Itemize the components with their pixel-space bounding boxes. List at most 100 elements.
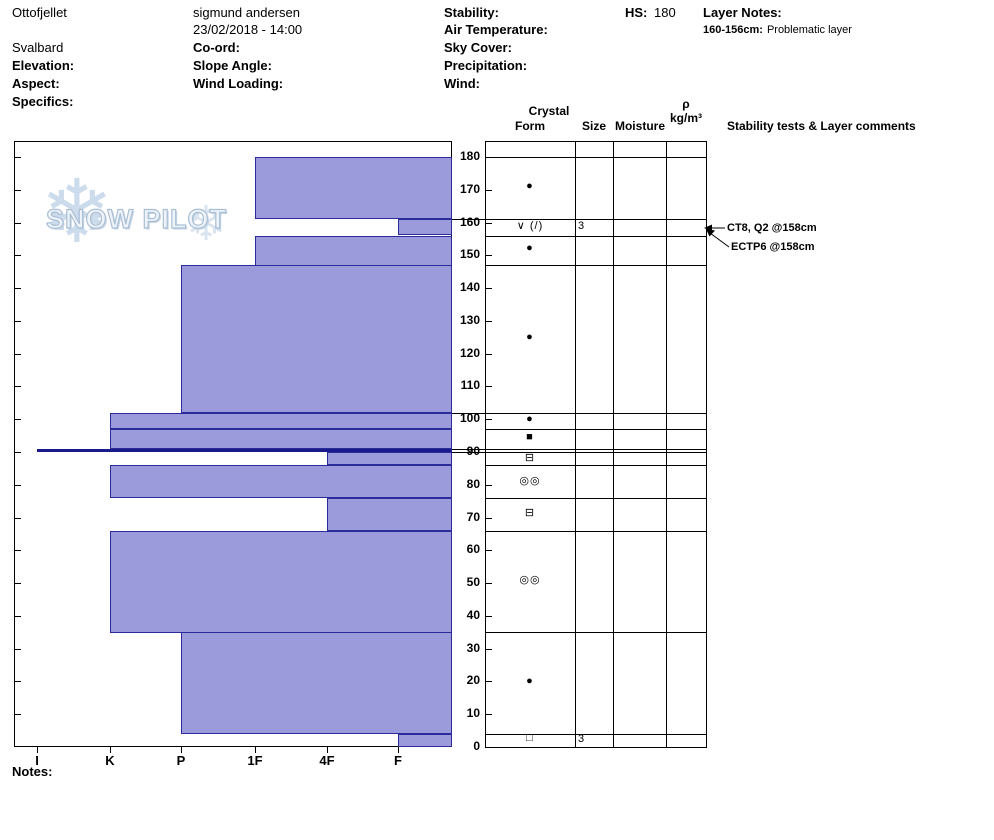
- grain-form-symbol: ●: [526, 331, 534, 343]
- depth-tick: [14, 452, 21, 453]
- gutter-connector-91: [452, 449, 485, 450]
- grain-form-symbol: □: [526, 732, 534, 744]
- grid-depth-tick: [485, 681, 492, 682]
- depth-tick: [14, 550, 21, 551]
- wind-loading-label: Wind Loading:: [193, 76, 284, 91]
- layer-bar-97-91: [110, 429, 452, 449]
- aspect-label: Aspect:: [12, 76, 60, 91]
- grain-form-symbol: ◎◎: [519, 475, 541, 487]
- hardness-label-I: I: [35, 753, 39, 768]
- depth-label-130: 130: [459, 313, 480, 327]
- depth-label-0: 0: [473, 739, 480, 753]
- hardness-label-4F: 4F: [319, 753, 335, 768]
- depth-label-160: 160: [459, 215, 480, 229]
- layer-note: 160-156cm: Problematic layer: [703, 24, 852, 36]
- layer-boundary-147: [485, 265, 706, 266]
- depth-label-90: 90: [466, 444, 480, 458]
- grid-depth-tick: [485, 714, 492, 715]
- logo-text: SNOW PILOT: [45, 203, 227, 234]
- depth-label-140: 140: [459, 280, 480, 294]
- moisture-column-header: Moisture: [614, 119, 665, 133]
- layer-bar-90-86: [327, 452, 452, 465]
- grid-depth-tick: [485, 419, 492, 420]
- depth-label-120: 120: [459, 346, 480, 360]
- grid-vline: [575, 141, 576, 747]
- grain-form-symbol: ●: [526, 180, 534, 192]
- depth-label-170: 170: [459, 182, 480, 196]
- density-symbol-header: ρ: [682, 97, 690, 111]
- depth-label-20: 20: [466, 673, 480, 687]
- hs-label: HS:: [625, 5, 648, 20]
- layer-bar-161-156: [398, 219, 452, 235]
- grain-form-symbol: ⊟: [524, 452, 536, 464]
- density-units-header: kg/m³: [669, 111, 702, 125]
- grid-depth-tick: [485, 550, 492, 551]
- observation-datetime: 23/02/2018 - 14:00: [193, 22, 303, 37]
- grid-vline: [666, 141, 667, 747]
- layer-boundary-97: [485, 429, 706, 430]
- site-name: Ottofjellet: [12, 5, 67, 20]
- hardness-tick-P: [181, 747, 182, 753]
- depth-tick: [14, 223, 21, 224]
- depth-tick: [14, 485, 21, 486]
- grid-depth-tick: [485, 583, 492, 584]
- air-temperature-label: Air Temperature:: [444, 22, 548, 37]
- grain-form-symbol: ●: [526, 675, 534, 687]
- grid-depth-tick: [485, 288, 492, 289]
- depth-tick: [14, 681, 21, 682]
- grid-vline: [613, 141, 614, 747]
- layer-boundary-35: [485, 632, 706, 633]
- sky-cover-label: Sky Cover:: [444, 40, 512, 55]
- layer-boundary-76: [485, 498, 706, 499]
- hardness-tick-4F: [327, 747, 328, 753]
- snowflake-icon-small: ❄: [186, 198, 227, 251]
- depth-tick: [14, 419, 21, 420]
- grain-size-value: 3: [578, 220, 585, 232]
- slope-angle-label: Slope Angle:: [193, 58, 272, 73]
- layer-bar-102-97: [110, 413, 452, 429]
- layer-boundary-180: [485, 157, 706, 158]
- layer-boundary-66: [485, 531, 706, 532]
- grid-depth-tick: [485, 386, 492, 387]
- hardness-tick-F: [398, 747, 399, 753]
- hs-value: 180: [654, 5, 676, 20]
- hardness-label-K: K: [105, 753, 115, 768]
- layer-boundary-86: [485, 465, 706, 466]
- notes-label: Notes:: [12, 764, 53, 779]
- grid-depth-tick: [485, 616, 492, 617]
- stability-test-ect: ECTP6 @158cm: [731, 241, 815, 253]
- grid-depth-tick: [485, 321, 492, 322]
- layer-notes-label: Layer Notes:: [703, 5, 782, 20]
- depth-label-150: 150: [459, 247, 480, 261]
- depth-tick: [14, 157, 21, 158]
- grain-size-value: 3: [578, 733, 585, 745]
- snowflake-icon: ❄: [40, 162, 114, 261]
- depth-label-110: 110: [460, 378, 480, 392]
- layer-note-text: Problematic layer: [766, 24, 852, 36]
- depth-label-10: 10: [466, 706, 480, 720]
- depth-label-70: 70: [466, 510, 480, 524]
- size-column-header: Size: [581, 119, 606, 133]
- layer-note-range: 160-156cm:: [703, 24, 763, 36]
- stability-test-arrows: [704, 224, 730, 248]
- crystal-column-header: Crystal: [528, 104, 570, 118]
- depth-label-30: 30: [466, 641, 480, 655]
- grid-vline: [485, 141, 486, 747]
- depth-label-180: 180: [459, 149, 480, 163]
- stability-column-header: Stability tests & Layer comments: [727, 119, 916, 133]
- layer-bar-76-66: [327, 498, 452, 531]
- stability-label: Stability:: [444, 5, 499, 20]
- depth-tick: [14, 190, 21, 191]
- depth-tick: [14, 649, 21, 650]
- snowpilot-logo: ❄ ❄ SNOW PILOT: [36, 160, 266, 270]
- hardness-tick-K: [110, 747, 111, 753]
- hardness-tick-I: [37, 747, 38, 753]
- layer-bar-91-90: [37, 449, 452, 452]
- depth-tick: [14, 321, 21, 322]
- grid-depth-tick: [485, 354, 492, 355]
- depth-tick: [14, 386, 21, 387]
- layer-bar-156-147: [255, 236, 452, 266]
- depth-label-60: 60: [466, 542, 480, 556]
- form-column-header: Form: [515, 119, 545, 133]
